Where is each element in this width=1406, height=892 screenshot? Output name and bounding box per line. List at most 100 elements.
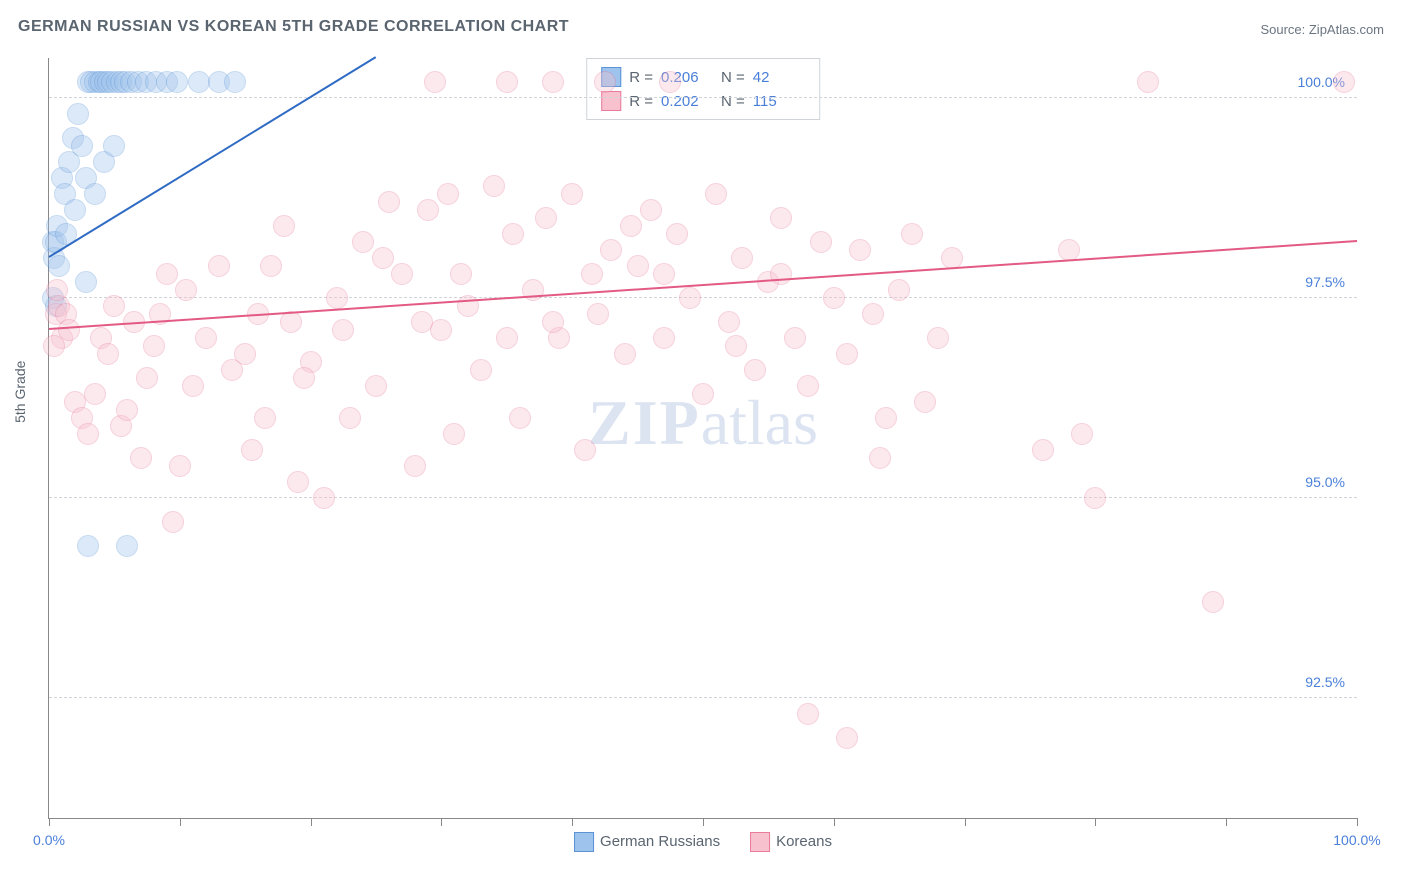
legend-label: German Russians [600,833,720,850]
scatter-point [352,231,374,253]
scatter-point [326,287,348,309]
scatter-point [182,375,204,397]
scatter-point [744,359,766,381]
scatter-point [130,447,152,469]
scatter-point [836,727,858,749]
scatter-point [640,199,662,221]
legend-row: R =0.202N =115 [601,89,805,113]
scatter-point [116,399,138,421]
scatter-point [718,311,740,333]
scatter-point [77,535,99,557]
y-tick-label: 97.5% [1305,274,1345,290]
scatter-point [378,191,400,213]
y-tick-label: 95.0% [1305,474,1345,490]
scatter-point [705,183,727,205]
scatter-point [594,71,616,93]
gridline [49,497,1357,498]
legend-item: Koreans [750,832,832,852]
scatter-point [234,343,256,365]
scatter-point [103,295,125,317]
trend-line [49,240,1357,330]
scatter-point [666,223,688,245]
scatter-point [770,207,792,229]
scatter-point [941,247,963,269]
scatter-point [836,343,858,365]
gridline [49,697,1357,698]
series-legend: German Russians Koreans [574,832,832,852]
scatter-point [823,287,845,309]
scatter-point [692,383,714,405]
scatter-point [143,335,165,357]
x-tick [703,818,704,826]
scatter-point [75,271,97,293]
scatter-point [332,319,354,341]
scatter-point [535,207,557,229]
source-label: Source: ZipAtlas.com [1260,22,1384,37]
scatter-point [64,199,86,221]
scatter-point [162,511,184,533]
scatter-point [927,327,949,349]
scatter-point [411,311,433,333]
scatter-point [103,135,125,157]
scatter-point [797,703,819,725]
n-label: N = [721,69,745,86]
scatter-point [97,343,119,365]
scatter-point [542,71,564,93]
scatter-point [443,423,465,445]
r-value: 0.202 [661,93,713,110]
scatter-point [430,319,452,341]
correlation-legend: R =0.206N =42R =0.202N =115 [586,58,820,120]
watermark-bold: ZIP [588,387,701,458]
scatter-point [260,255,282,277]
scatter-point [653,263,675,285]
gridline [49,297,1357,298]
scatter-point [175,279,197,301]
legend-row: R =0.206N =42 [601,65,805,89]
scatter-point [542,311,564,333]
x-tick [1226,818,1227,826]
n-value: 115 [753,93,805,110]
scatter-point [169,455,191,477]
scatter-point [417,199,439,221]
scatter-point [48,255,70,277]
legend-label: Koreans [776,833,832,850]
scatter-point [509,407,531,429]
scatter-point [797,375,819,397]
scatter-point [1058,239,1080,261]
y-axis-label: 5th Grade [12,361,28,423]
scatter-point [293,367,315,389]
scatter-point [437,183,459,205]
scatter-point [614,343,636,365]
scatter-point [862,303,884,325]
n-value: 42 [753,69,805,86]
x-tick-label: 100.0% [1333,832,1380,848]
plot-area: ZIPatlas R =0.206N =42R =0.202N =115 Ger… [48,58,1357,819]
scatter-point [502,223,524,245]
scatter-point [287,471,309,493]
scatter-point [339,407,361,429]
scatter-point [254,407,276,429]
scatter-point [43,335,65,357]
y-tick-label: 92.5% [1305,674,1345,690]
scatter-point [470,359,492,381]
scatter-point [273,215,295,237]
scatter-point [561,183,583,205]
x-tick [180,818,181,826]
scatter-point [365,375,387,397]
scatter-point [770,263,792,285]
scatter-point [391,263,413,285]
scatter-point [731,247,753,269]
scatter-point [1071,423,1093,445]
scatter-point [679,287,701,309]
scatter-point [496,327,518,349]
x-tick [834,818,835,826]
scatter-point [869,447,891,469]
scatter-point [483,175,505,197]
scatter-point [620,215,642,237]
chart-title: GERMAN RUSSIAN VS KOREAN 5TH GRADE CORRE… [18,18,569,36]
scatter-point [901,223,923,245]
scatter-point [581,263,603,285]
scatter-point [46,279,68,301]
scatter-point [1084,487,1106,509]
scatter-point [653,327,675,349]
